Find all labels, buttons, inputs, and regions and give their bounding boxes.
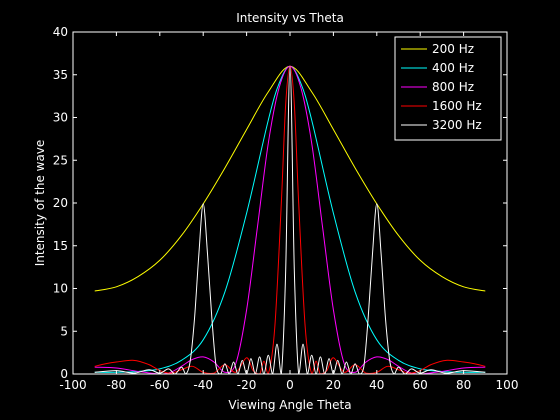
y-tick-label: 0: [60, 367, 68, 381]
x-axis-label: Viewing Angle Theta: [228, 398, 351, 412]
legend-label: 400 Hz: [432, 61, 474, 75]
y-tick-label: 40: [53, 25, 68, 39]
x-tick-label: 20: [326, 378, 341, 392]
chart-title: Intensity vs Theta: [236, 11, 344, 25]
legend-label: 200 Hz: [432, 42, 474, 56]
y-tick-label: 5: [60, 324, 68, 338]
legend: 200 Hz 400 Hz 800 Hz 1600 Hz 3200 Hz: [394, 36, 502, 141]
x-tick-label: -60: [150, 378, 170, 392]
x-tick-label: -80: [107, 378, 127, 392]
x-tick-label: -40: [193, 378, 213, 392]
legend-label: 3200 Hz: [432, 118, 482, 132]
x-tick-label: -100: [59, 378, 86, 392]
legend-label: 800 Hz: [432, 80, 474, 94]
y-tick-label: 10: [53, 282, 68, 296]
y-tick-label: 15: [53, 239, 68, 253]
y-tick-label: 20: [53, 196, 68, 210]
x-tick-label: 60: [413, 378, 428, 392]
y-tick-label: 30: [53, 111, 68, 125]
x-tick-label: 0: [286, 378, 294, 392]
y-tick-label: 35: [53, 68, 68, 82]
legend-box: [394, 36, 502, 141]
y-axis-label: Intensity of the wave: [33, 140, 47, 267]
x-tick-label: 100: [496, 378, 519, 392]
x-tick-label: 80: [456, 378, 471, 392]
series-line-3200-hz: [94, 65, 486, 375]
x-tick-label: 40: [369, 378, 384, 392]
series-layer: [94, 65, 486, 375]
y-tick-label: 25: [53, 153, 68, 167]
legend-label: 1600 Hz: [432, 99, 482, 113]
ticks-layer: -100 -80 -60 -40 -20 0 20 40 60 80 100 0 5 10 15 20 25 30…: [53, 25, 519, 392]
x-tick-label: -20: [237, 378, 257, 392]
